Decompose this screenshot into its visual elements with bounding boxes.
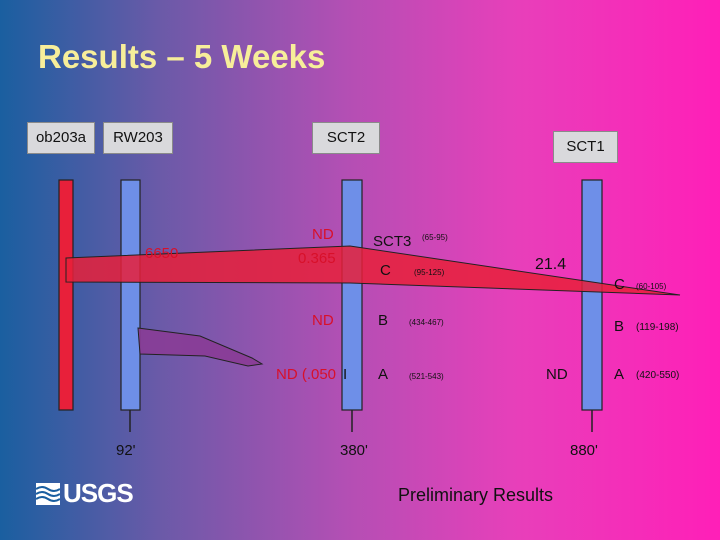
sct2-value: 0.365 bbox=[298, 250, 336, 267]
sct1-layer-c-range: (60-105) bbox=[636, 282, 667, 291]
sct2-nd-low: ND (.050 bbox=[276, 366, 337, 383]
sct2-layer-a-range: (521-543) bbox=[409, 372, 444, 381]
sct2-layer-c-letter: C bbox=[380, 262, 391, 279]
sct2-layer-c-range: (95-125) bbox=[414, 268, 445, 277]
sct2-nd-low-trail: I bbox=[343, 366, 348, 383]
well-tag-ob203a: ob203a bbox=[27, 122, 95, 154]
sct3-label: SCT3 bbox=[373, 233, 412, 250]
sct2-layer-b-letter: B bbox=[378, 312, 389, 329]
well-tag-sct2: SCT2 bbox=[312, 122, 380, 154]
distance-380: 380' bbox=[340, 442, 368, 459]
footer-preliminary: Preliminary Results bbox=[398, 485, 554, 505]
sct1-layer-a-range: (420-550) bbox=[636, 370, 680, 381]
well-tag-rw203: RW203 bbox=[103, 122, 173, 154]
sct1-layer-b-range: (119-198) bbox=[636, 322, 679, 333]
well-sct1 bbox=[581, 179, 603, 411]
plume-purple bbox=[137, 327, 264, 367]
sct1-layer-c-letter: C bbox=[614, 276, 625, 293]
well-ob203a bbox=[58, 179, 74, 411]
sct2-layer-b-range: (434-467) bbox=[409, 318, 444, 327]
usgs-wave-icon bbox=[36, 482, 60, 505]
sct1-nd: ND bbox=[546, 366, 568, 383]
sct2-layer-a-letter: A bbox=[378, 366, 389, 383]
distance-880: 880' bbox=[570, 442, 598, 459]
sct1-value: 21.4 bbox=[535, 256, 567, 273]
plume-red bbox=[65, 245, 681, 296]
well-tag-sct1: SCT1 bbox=[553, 131, 618, 163]
usgs-logo-text: USGS bbox=[63, 478, 134, 508]
sct3-range: (65-95) bbox=[422, 233, 448, 242]
sct1-layer-a-letter: A bbox=[614, 366, 625, 383]
sct2-nd-mid: ND bbox=[312, 312, 334, 329]
sct1-layer-b-letter: B bbox=[614, 318, 625, 335]
usgs-logo: USGS bbox=[36, 478, 134, 509]
well-rw203 bbox=[120, 179, 141, 411]
distance-92: 92' bbox=[116, 442, 136, 459]
sct2-nd-top: ND bbox=[312, 226, 334, 243]
rw203-value: 6650 bbox=[145, 245, 179, 262]
page-title: Results – 5 Weeks bbox=[38, 38, 326, 75]
